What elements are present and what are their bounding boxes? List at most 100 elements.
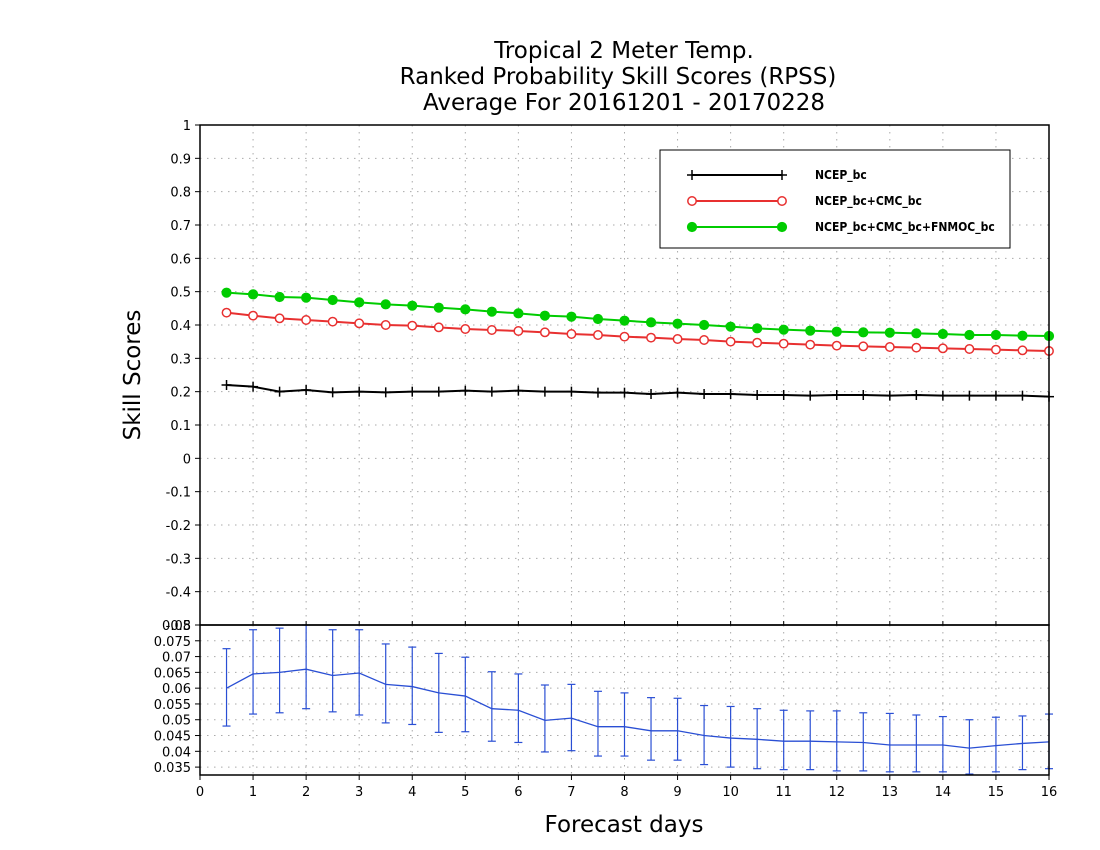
data-point [858, 327, 869, 338]
top-ytick-label: 0.2 [170, 386, 191, 401]
legend-marker-start [686, 221, 698, 233]
data-point [619, 387, 630, 398]
data-point [831, 340, 842, 351]
data-point [1017, 390, 1028, 401]
error-bar [832, 710, 841, 772]
data-point [248, 381, 259, 392]
bottom-ytick-label: 0.07 [162, 651, 191, 666]
data-point [433, 386, 444, 397]
data-point [592, 313, 604, 325]
chart-title: Tropical 2 Meter Temp. Ranked Probabilit… [400, 38, 837, 116]
data-point [433, 302, 444, 313]
data-point [301, 385, 312, 395]
top-ytick-label: -0.2 [166, 519, 191, 534]
top-ytick-label: 0.9 [170, 152, 191, 167]
data-point [778, 338, 789, 349]
error-bar [938, 715, 947, 773]
top-ytick-label: -0.1 [166, 486, 191, 501]
data-point [460, 304, 471, 315]
data-point [486, 386, 497, 397]
xtick-label: 5 [461, 785, 469, 800]
data-point [248, 310, 259, 321]
xtick-label: 16 [1041, 785, 1058, 800]
legend: NCEP_bc NCEP_bc+CMC_bc NCEP_bc+CMC_bc+FNMO… [659, 149, 1011, 249]
data-point [752, 323, 763, 334]
legend-box [659, 149, 1011, 249]
data-point [221, 380, 232, 390]
data-point [566, 311, 577, 322]
error-bar [885, 712, 894, 773]
data-point [884, 390, 895, 401]
error-bar [275, 627, 284, 714]
data-point [778, 390, 789, 400]
data-point [831, 326, 842, 337]
data-point [301, 315, 312, 325]
data-point [911, 390, 922, 400]
data-point [274, 291, 285, 303]
bottom-ytick-label: 0.065 [154, 666, 191, 681]
series-line [226, 384, 1050, 398]
xtick-label: 14 [935, 785, 952, 800]
data-point [513, 308, 524, 319]
data-point [937, 390, 948, 401]
data-point [990, 344, 1001, 355]
data-point [937, 328, 948, 340]
error-bar [249, 629, 258, 715]
data-point [990, 329, 1002, 341]
bottom-ytick-label: 0.035 [154, 761, 191, 776]
legend-marker-start [687, 170, 697, 180]
legend-entry: NCEP_bc [687, 168, 867, 183]
data-point [593, 330, 603, 340]
error-bar [647, 697, 656, 761]
data-point [778, 324, 789, 335]
xtick-label: 7 [567, 785, 575, 800]
data-point [964, 390, 975, 401]
top-ytick-label: 0 [183, 452, 191, 467]
xtick-label: 4 [408, 785, 416, 800]
legend-marker-start [687, 196, 697, 206]
series-line [226, 311, 1050, 352]
data-point [566, 386, 577, 397]
error-bar [461, 656, 470, 733]
data-point [486, 306, 497, 317]
bottom-ytick-label: 0.045 [154, 730, 191, 745]
data-point [858, 390, 869, 400]
data-point [672, 387, 683, 398]
data-point [274, 386, 285, 397]
error-bar [779, 709, 788, 771]
x-axis-ticks: 0 1 2 3 4 5 6 7 8 9 10 11 12 13 14 15 16 [196, 621, 1057, 800]
data-point [884, 342, 895, 352]
data-point [380, 387, 391, 398]
data-point [1017, 345, 1028, 356]
data-point [698, 319, 710, 331]
error-bar [514, 673, 523, 744]
error-bar [302, 624, 311, 710]
legend-label: NCEP_bc [815, 168, 867, 183]
data-point [805, 390, 816, 401]
top-ytick-label: 0.3 [170, 352, 191, 367]
xtick-label: 13 [882, 785, 899, 800]
data-point [805, 339, 816, 350]
xtick-label: 2 [302, 785, 310, 800]
data-point [592, 387, 603, 398]
data-point [805, 325, 816, 336]
data-point [301, 292, 312, 303]
data-point [327, 316, 338, 327]
data-point [725, 389, 736, 399]
xtick-label: 11 [775, 785, 792, 800]
error-bar [593, 690, 602, 757]
data-point [619, 315, 630, 326]
error-bar [487, 671, 496, 742]
data-point [380, 299, 391, 310]
error-bar [806, 710, 815, 771]
data-point [645, 317, 657, 328]
data-point [911, 328, 922, 339]
data-point [274, 313, 285, 324]
data-point [725, 321, 736, 332]
data-point [539, 327, 550, 338]
spread-line [226, 668, 1050, 749]
legend-entry: NCEP_bc+CMC_bc [687, 194, 922, 209]
data-point [433, 322, 444, 333]
data-point [964, 329, 975, 341]
data-point [539, 310, 551, 321]
